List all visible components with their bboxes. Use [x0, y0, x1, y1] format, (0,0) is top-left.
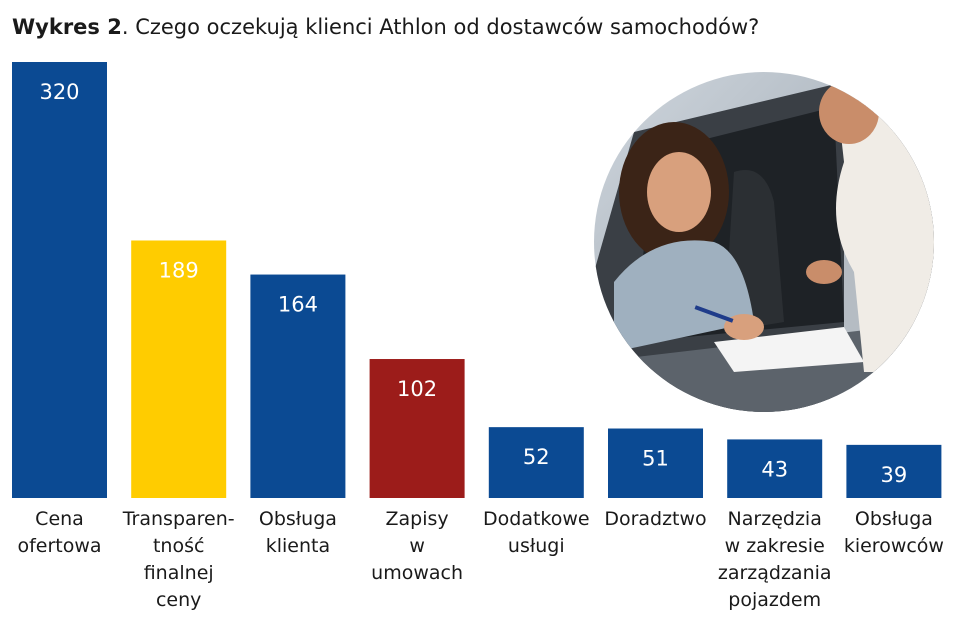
chart-title: Wykres 2. Czego oczekują klienci Athlon …	[12, 12, 759, 42]
value-label-1: 189	[159, 258, 199, 282]
value-label-3: 102	[397, 377, 437, 401]
value-label-5: 51	[642, 447, 669, 471]
bar-5	[608, 428, 703, 498]
category-label-2: Obsługa klienta	[259, 508, 337, 557]
category-label-7: Obsługa kierowców	[844, 508, 944, 557]
category-label-4: Dodatkowe usługi	[483, 508, 590, 557]
bar-0	[12, 62, 107, 498]
car-dealer-illustration	[594, 72, 934, 412]
category-label-3: Zapisy w umowach	[371, 508, 463, 584]
chart-title-lead: Wykres 2	[12, 15, 122, 39]
bar-1	[131, 240, 227, 499]
bar-4	[488, 427, 584, 498]
value-label-6: 43	[761, 457, 788, 481]
category-label-0: Cena ofertowa	[17, 508, 101, 557]
value-label-0: 320	[39, 80, 79, 104]
category-label-5: Doradztwo	[604, 508, 706, 530]
value-label-7: 39	[881, 463, 908, 487]
chart-title-text: . Czego oczekują klienci Athlon od dosta…	[121, 15, 760, 39]
car-dealer-photo	[594, 72, 934, 412]
value-label-4: 52	[523, 445, 550, 469]
bar-3	[369, 359, 465, 498]
bar-7	[846, 444, 942, 498]
value-label-2: 164	[278, 293, 318, 317]
bar-2	[250, 274, 346, 498]
category-label-1: Transparen-tność finalnej ceny	[122, 508, 235, 611]
category-label-6: Narzędzia w zakresie zarządzania pojazdem	[718, 508, 832, 611]
bar-6	[727, 439, 823, 498]
